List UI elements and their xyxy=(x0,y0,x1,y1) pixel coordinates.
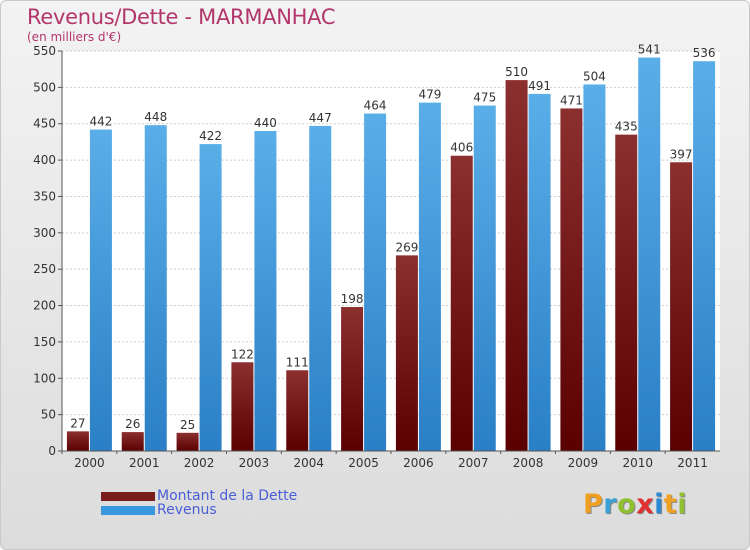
data-label-debt: 510 xyxy=(505,65,528,79)
x-tick-label: 2005 xyxy=(348,456,379,470)
data-label-debt: 471 xyxy=(560,93,583,107)
x-tick-label: 2011 xyxy=(677,456,708,470)
bar-debt xyxy=(231,362,254,451)
data-label-debt: 406 xyxy=(450,141,473,155)
bar-revenue xyxy=(638,57,661,451)
x-tick-label: 2001 xyxy=(129,456,160,470)
chart-title: Revenus/Dette - MARMANHAC xyxy=(27,5,336,29)
legend-swatch-debt xyxy=(101,491,155,501)
bar-debt xyxy=(66,431,89,451)
y-tick-label: 350 xyxy=(33,189,56,203)
data-label-debt: 27 xyxy=(70,416,85,430)
bar-revenue xyxy=(418,102,441,452)
data-label-revenue: 447 xyxy=(309,111,332,125)
data-label-debt: 397 xyxy=(670,147,693,161)
data-label-debt: 269 xyxy=(395,240,418,254)
bar-debt xyxy=(450,155,473,451)
y-tick-label: 150 xyxy=(33,335,56,349)
y-tick-label: 500 xyxy=(33,80,56,94)
legend-item-revenue: Revenus xyxy=(101,502,217,518)
data-label-revenue: 479 xyxy=(418,88,441,102)
bar-revenue xyxy=(583,84,606,452)
logo-letter: i xyxy=(677,489,688,520)
data-label-debt: 122 xyxy=(231,347,254,361)
bar-revenue xyxy=(364,113,387,451)
x-tick-label: 2003 xyxy=(239,456,270,470)
bar-revenue xyxy=(528,93,551,451)
data-label-revenue: 536 xyxy=(693,46,716,60)
x-tick-label: 2007 xyxy=(458,456,489,470)
proxiti-logo: Proxiti xyxy=(583,489,687,520)
data-label-revenue: 475 xyxy=(473,91,496,105)
data-label-debt: 26 xyxy=(125,417,140,431)
y-tick-label: 50 xyxy=(41,408,56,422)
logo-letter: x xyxy=(636,489,655,520)
data-label-revenue: 491 xyxy=(528,79,551,93)
data-label-revenue: 464 xyxy=(364,99,387,113)
bar-debt xyxy=(341,307,364,451)
data-label-revenue: 504 xyxy=(583,69,606,83)
y-tick-label: 250 xyxy=(33,262,56,276)
x-tick-label: 2008 xyxy=(513,456,544,470)
bar-revenue xyxy=(254,131,277,451)
y-tick-label: 0 xyxy=(48,444,56,458)
x-tick-label: 2010 xyxy=(622,456,653,470)
bar-debt xyxy=(615,134,638,452)
data-label-debt: 111 xyxy=(286,355,309,369)
logo-letter: t xyxy=(663,489,678,520)
y-tick-label: 550 xyxy=(33,44,56,58)
bar-debt xyxy=(560,108,583,452)
data-label-revenue: 442 xyxy=(89,115,112,129)
logo-letter: r xyxy=(603,489,618,520)
legend-swatch-revenue xyxy=(101,505,155,515)
legend-item-debt: Montant de la Dette xyxy=(101,488,298,504)
bar-revenue xyxy=(473,105,496,451)
data-label-revenue: 448 xyxy=(144,110,167,124)
legend-label-debt: Montant de la Dette xyxy=(157,488,298,504)
data-label-debt: 435 xyxy=(615,120,638,134)
logo-letter: i xyxy=(654,489,664,520)
y-tick-label: 100 xyxy=(33,371,56,385)
bar-debt xyxy=(176,432,199,451)
data-label-revenue: 541 xyxy=(638,43,661,57)
bar-debt xyxy=(121,432,144,451)
x-tick-label: 2000 xyxy=(74,456,105,470)
y-tick-label: 450 xyxy=(33,117,56,131)
data-label-debt: 25 xyxy=(180,418,195,432)
y-tick-label: 200 xyxy=(33,299,56,313)
legend-label-revenue: Revenus xyxy=(157,502,217,518)
y-tick-label: 400 xyxy=(33,153,56,167)
data-label-revenue: 422 xyxy=(199,129,222,143)
data-label-revenue: 440 xyxy=(254,116,277,130)
y-tick-label: 300 xyxy=(33,226,56,240)
x-tick-label: 2006 xyxy=(403,456,434,470)
bar-debt xyxy=(670,162,693,452)
bar-revenue xyxy=(89,129,112,451)
bar-revenue xyxy=(693,61,716,451)
bar-debt xyxy=(286,370,309,451)
plot-area xyxy=(62,51,720,451)
bar-debt xyxy=(505,80,528,451)
x-tick-label: 2002 xyxy=(184,456,215,470)
chart-subtitle: (en milliers d'€) xyxy=(27,30,122,44)
logo-letter: P xyxy=(583,489,604,520)
bar-revenue xyxy=(199,144,222,451)
bar-debt xyxy=(395,255,418,451)
bar-revenue xyxy=(144,125,167,451)
logo-letter: o xyxy=(617,489,637,520)
x-tick-label: 2004 xyxy=(293,456,324,470)
x-tick-label: 2009 xyxy=(568,456,599,470)
bar-revenue xyxy=(309,125,332,451)
data-label-debt: 198 xyxy=(341,292,364,306)
